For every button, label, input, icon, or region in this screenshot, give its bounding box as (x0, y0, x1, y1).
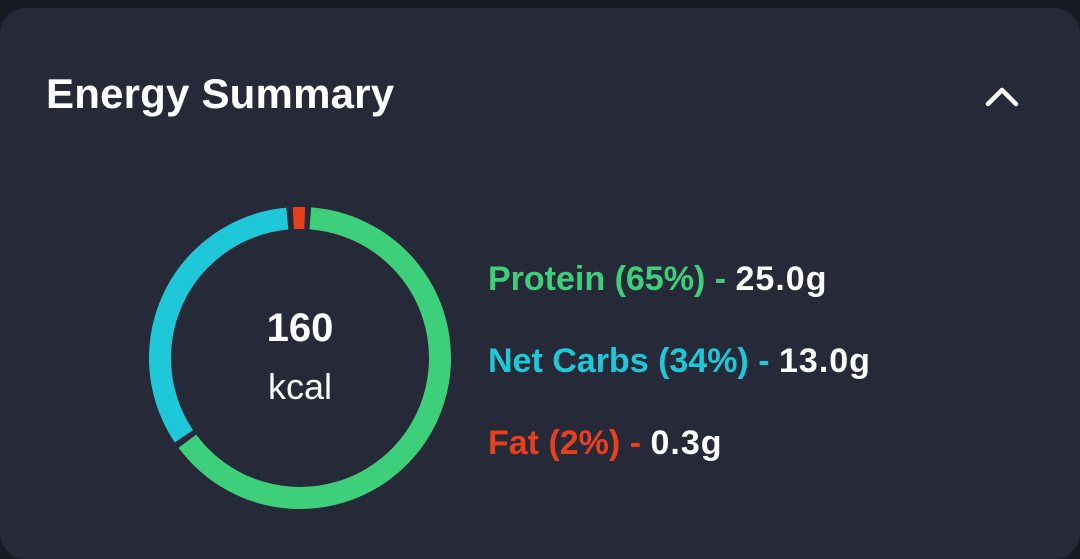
macro-name: Protein (488, 260, 606, 298)
macro-row-protein: Protein (65%) - 25.0g (488, 256, 871, 338)
macro-legend: Protein (65%) - 25.0g Net Carbs (34%) - … (488, 256, 871, 502)
macro-amount: 0.3g (650, 424, 723, 462)
energy-summary-card: Energy Summary 160 kcal Protein (65%) - … (0, 8, 1080, 559)
card-title: Energy Summary (46, 70, 395, 117)
ring-segment-protein (149, 207, 451, 509)
kcal-unit: kcal (267, 366, 333, 407)
macro-percent: (2%) (548, 424, 621, 462)
macro-percent: (65%) (614, 260, 706, 298)
macro-row-fat: Fat (2%) - 0.3g (488, 420, 871, 502)
collapse-button[interactable] (974, 68, 1030, 124)
macro-name: Net Carbs (488, 342, 649, 380)
kcal-value: 160 (266, 306, 334, 350)
macro-separator: - (758, 342, 770, 380)
macro-amount: 25.0g (735, 260, 828, 298)
chevron-up-icon (985, 87, 1019, 107)
macro-percent: (34%) (658, 342, 749, 380)
macro-separator: - (714, 260, 727, 298)
macro-donut-chart: 160 kcal (140, 198, 460, 518)
macro-row-net-carbs: Net Carbs (34%) - 13.0g (488, 338, 871, 420)
macro-amount: 13.0g (779, 342, 871, 380)
macro-name: Fat (488, 424, 539, 462)
donut-svg (149, 207, 451, 509)
ring-segment-net-carbs (149, 207, 451, 509)
macro-separator: - (629, 424, 642, 462)
